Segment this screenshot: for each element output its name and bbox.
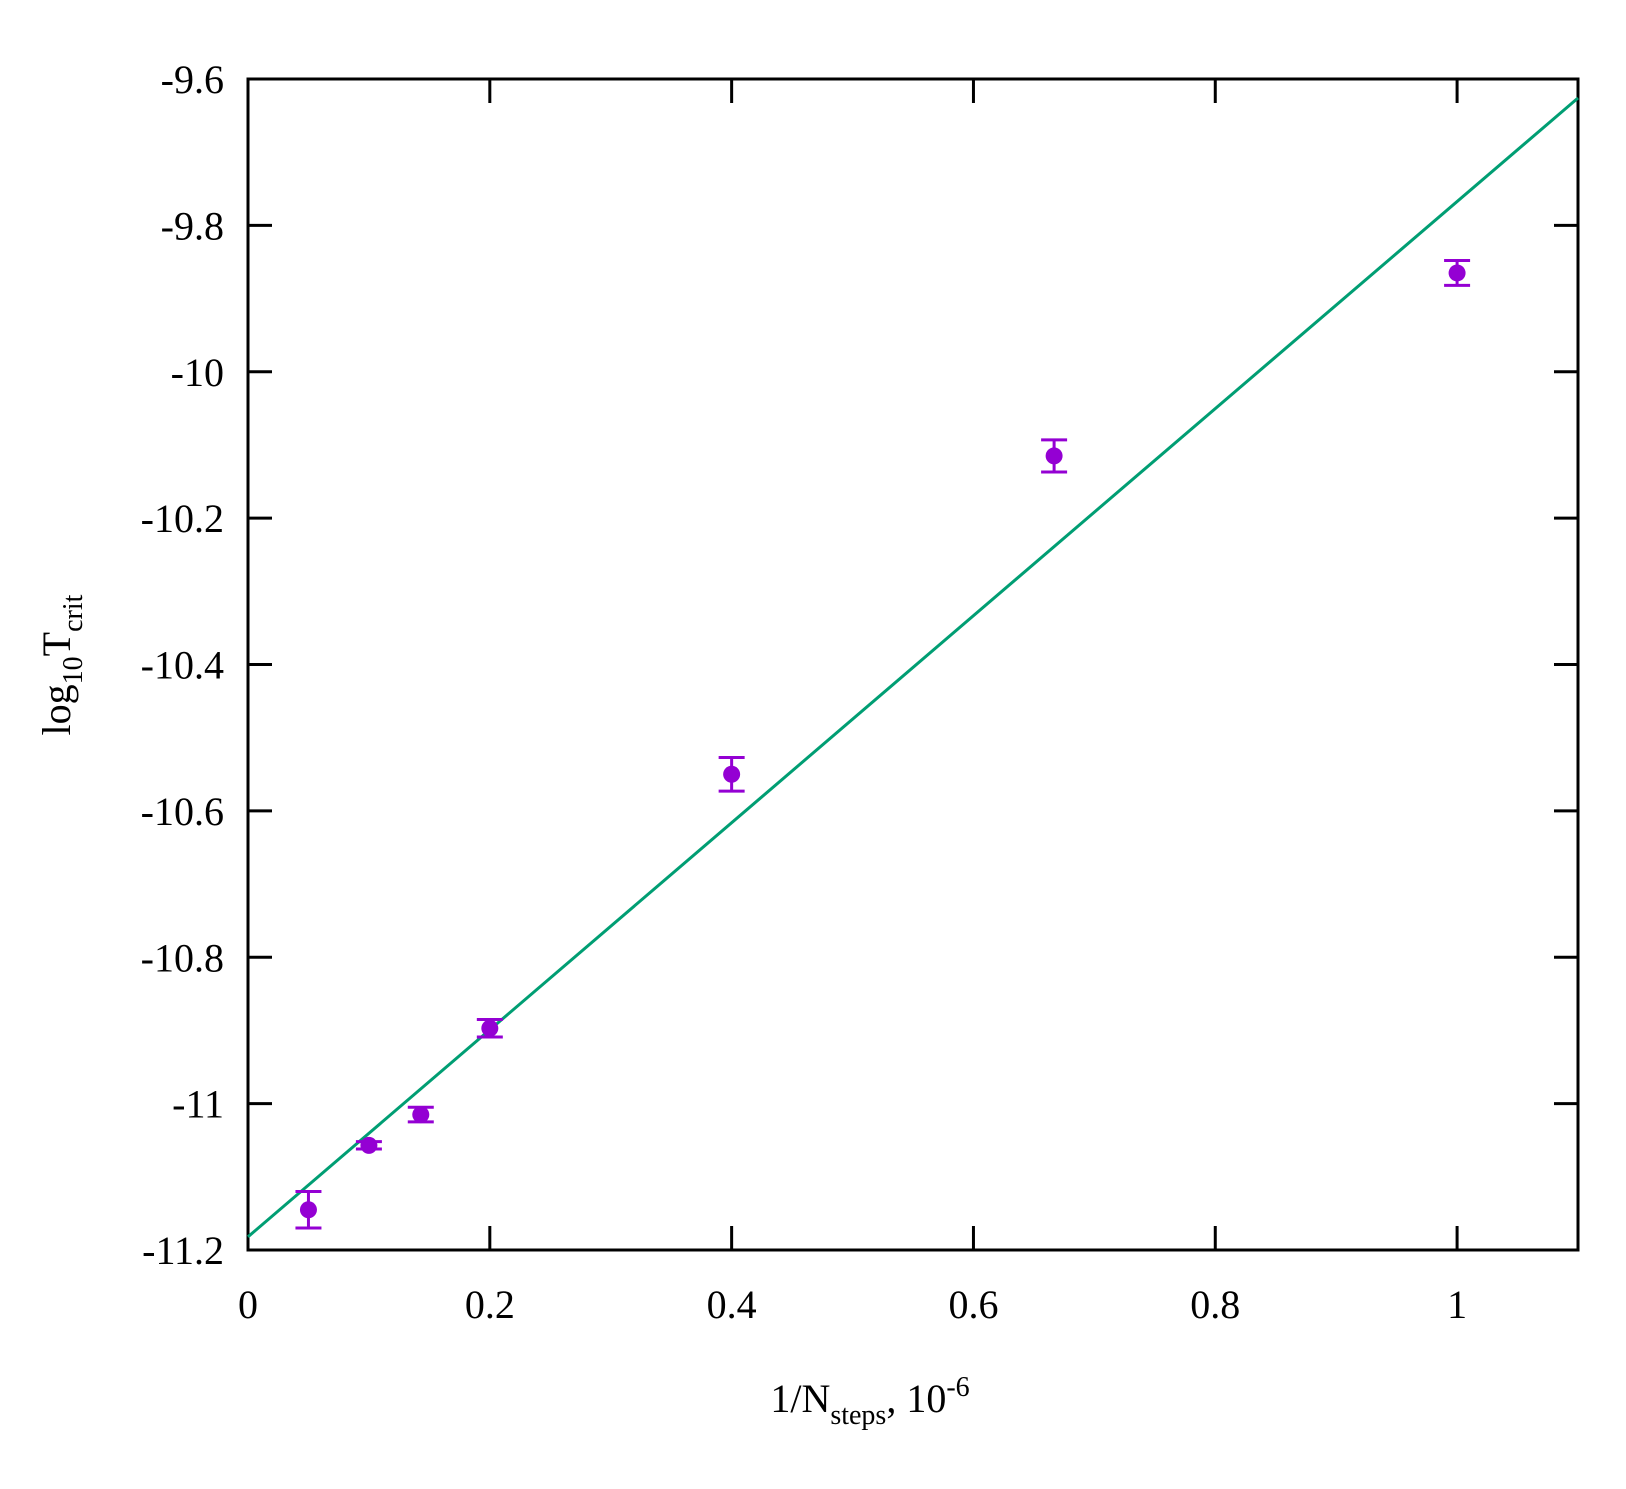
y-tick-label: -9.6 <box>161 57 224 102</box>
data-point-group <box>295 1189 322 1230</box>
x-axis-label: 1/Nsteps, 10-6 <box>770 1372 969 1431</box>
fit-line <box>247 96 1579 1238</box>
data-point-group <box>1444 259 1471 287</box>
x-tick-label: 0 <box>238 1282 258 1327</box>
plot-frame <box>246 77 1580 1252</box>
data-point-group <box>1041 438 1068 474</box>
data-point-group <box>407 1105 434 1124</box>
ticks-group <box>246 77 1578 1252</box>
data-point <box>412 1106 430 1124</box>
y-tick-label: -10.2 <box>141 496 224 541</box>
x-tick-label: 0.2 <box>465 1282 515 1327</box>
data-point <box>723 765 741 783</box>
y-axis-label-sub1: 10 <box>58 656 89 684</box>
data-point <box>481 1019 499 1037</box>
data-point <box>299 1201 317 1219</box>
y-tick-label: -10.6 <box>141 789 224 834</box>
x-axis-label-sub: steps <box>830 1400 886 1431</box>
y-tick-label: -10 <box>171 350 224 395</box>
x-tick-label: 0.4 <box>707 1282 757 1327</box>
y-axis-label: log10Tcrit <box>34 594 89 735</box>
x-tick-label: 1 <box>1447 1282 1467 1327</box>
data-point-group <box>355 1136 382 1154</box>
x-tick-labels: 0 0.2 0.4 0.6 0.8 1 <box>238 1282 1467 1327</box>
y-tick-labels: -11.2 -11 -10.8 -10.6 -10.4 -10.2 -10 -9.8 -9.6 <box>141 57 224 1273</box>
data-points-group <box>295 259 1471 1230</box>
x-axis-label-main: 1/N <box>770 1376 830 1421</box>
data-point <box>360 1136 378 1154</box>
y-axis-label-main2: T <box>34 632 79 656</box>
y-axis-label-sub2: crit <box>58 594 89 632</box>
y-tick-label: -11 <box>172 1082 224 1127</box>
x-axis-label-sup: -6 <box>946 1372 969 1403</box>
y-tick-label: -10.8 <box>141 935 224 980</box>
y-axis-label-main: log <box>34 684 79 735</box>
x-tick-label: 0.6 <box>948 1282 998 1327</box>
x-tick-label: 0.8 <box>1190 1282 1240 1327</box>
data-point-group <box>718 755 745 793</box>
fit-line-group <box>247 96 1579 1238</box>
y-tick-label: -10.4 <box>141 643 224 688</box>
y-tick-label: -11.2 <box>142 1228 224 1273</box>
data-point-group <box>476 1017 503 1039</box>
plot-frame-group <box>246 77 1580 1252</box>
data-point <box>1448 264 1466 282</box>
x-axis-label-suffix: , 10 <box>886 1376 946 1421</box>
data-point <box>1045 447 1063 465</box>
y-tick-label: -9.8 <box>161 203 224 248</box>
